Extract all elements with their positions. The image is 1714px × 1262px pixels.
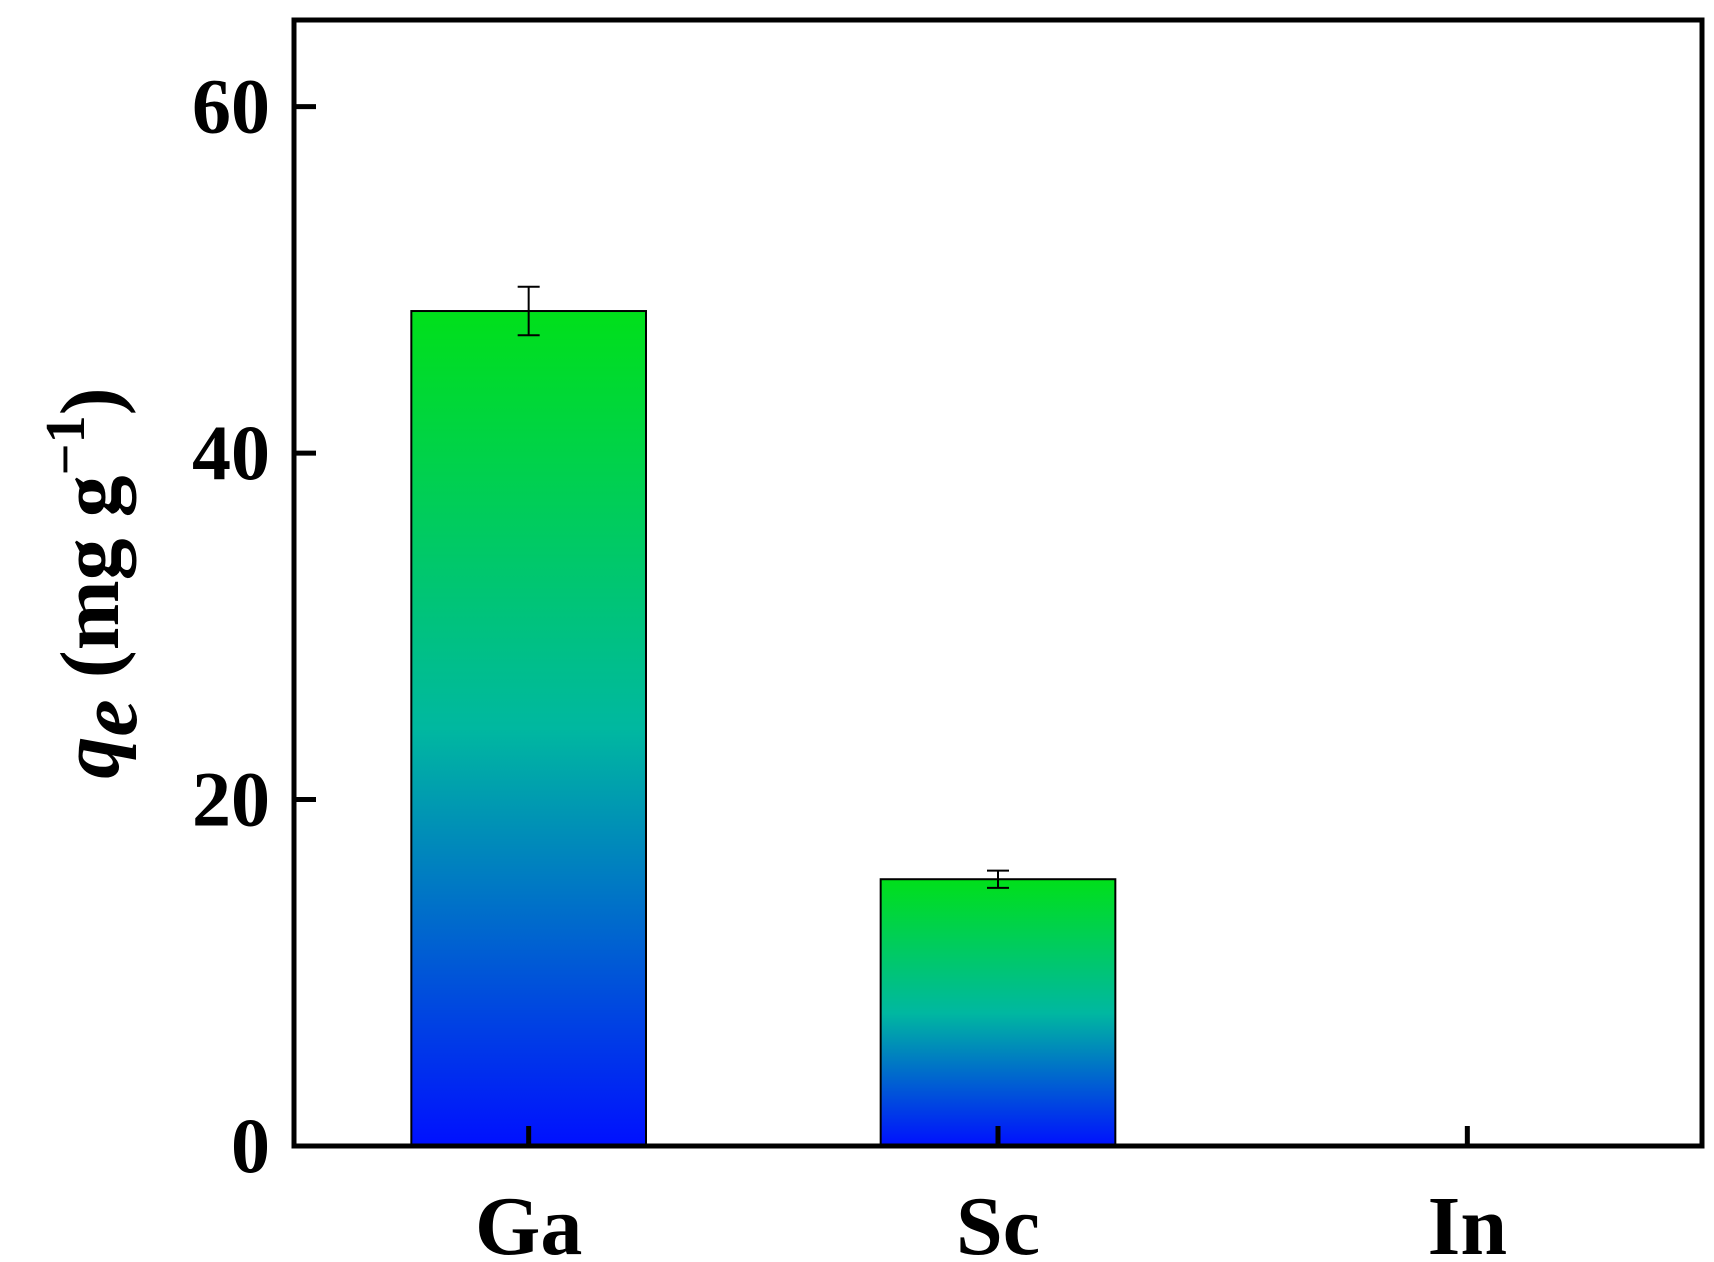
y-axis-symbol: q [44, 737, 137, 779]
y-axis-unit-sup: −1 [35, 415, 97, 475]
y-axis-unit-close: ) [44, 387, 137, 415]
x-tick-label-sc: Sc [956, 1180, 1040, 1262]
y-axis-ticks: 0 20 40 60 [192, 63, 316, 1189]
x-tick-label-ga: Ga [475, 1180, 582, 1262]
bars-layer [410, 310, 1117, 1147]
error-bar-sc [987, 869, 1009, 889]
bar-ga [410, 310, 648, 1147]
x-tick-label-in: In [1428, 1180, 1507, 1262]
y-tick-label-20: 20 [192, 756, 270, 843]
x-axis-ticks: Ga Sc In [475, 1126, 1507, 1262]
error-bars-layer [517, 285, 1009, 889]
y-axis-subscript: e [62, 699, 155, 736]
y-tick-label-0: 0 [231, 1102, 270, 1189]
error-bar-ga [517, 285, 540, 337]
y-tick-label-40: 40 [192, 409, 270, 496]
y-tick-label-60: 60 [192, 63, 270, 150]
y-axis-unit-open: (mg g [44, 475, 137, 699]
y-axis-title: qe (mg g−1) [35, 387, 155, 778]
bar-sc [879, 878, 1117, 1147]
